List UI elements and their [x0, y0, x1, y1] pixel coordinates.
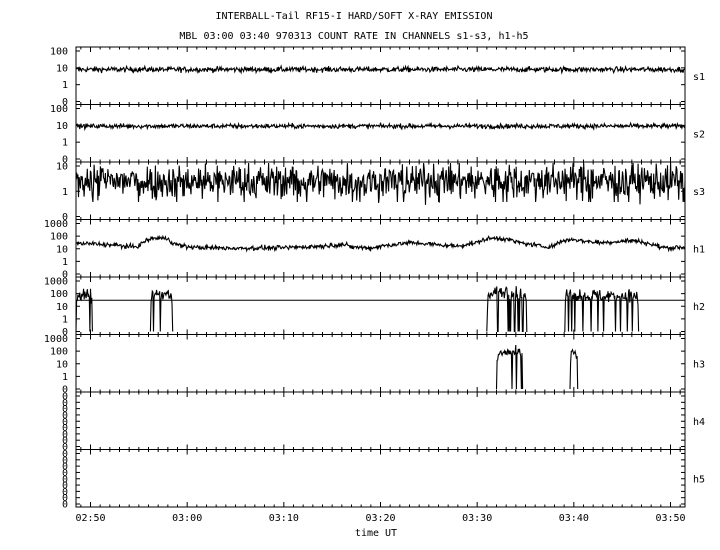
y-tick-label: 0 [62, 155, 68, 166]
y-tick-label: 0 [62, 468, 68, 479]
y-tick-label: 0 [62, 410, 68, 421]
x-tick-label: 03:30 [462, 513, 492, 524]
channel-label-h2: h2 [693, 302, 705, 313]
panel-frame [75, 276, 686, 335]
y-tick-label: 0 [62, 481, 68, 492]
series-h2-line [564, 289, 640, 333]
y-tick-label: 0 [62, 487, 68, 498]
panel-frame [75, 449, 686, 508]
x-tick-label: 03:00 [172, 513, 202, 524]
y-tick-label: 0 [62, 97, 68, 108]
y-tick-label: 0 [62, 449, 68, 460]
y-tick-label: 10 [56, 244, 68, 255]
y-tick-label: 1000 [44, 219, 68, 230]
y-tick-label: 100 [50, 347, 68, 358]
y-tick-label: 1 [62, 138, 68, 149]
x-axis-labels: 02:50 03:00 03:10 03:20 03:30 03:40 03:50 [75, 513, 685, 524]
channel-label-h5: h5 [693, 474, 705, 485]
series-s1-line [75, 64, 686, 75]
series-h2-line [75, 288, 93, 332]
y-tick-label: 0 [62, 270, 68, 281]
x-tick-label: 03:50 [655, 513, 685, 524]
y-tick-label: 10 [56, 63, 68, 74]
channel-label-h4: h4 [693, 417, 705, 428]
y-tick-label: 1 [62, 257, 68, 268]
y-tick-label: 0 [62, 398, 68, 409]
x-tick-label: 02:50 [75, 513, 105, 524]
chart-subtitle: MBL 03:00 03:40 970313 COUNT RATE IN CHA… [179, 31, 528, 42]
y-tick-label: 0 [62, 423, 68, 434]
y-tick-label: 0 [62, 436, 68, 447]
y-tick-label: 10 [56, 302, 68, 313]
y-tick-label: 0 [62, 404, 68, 415]
series-h3-line [569, 348, 579, 390]
panel-frame [75, 104, 686, 163]
y-tick-label: 0 [62, 417, 68, 428]
channel-label-s1: s1 [693, 72, 705, 83]
series-h2-line [149, 289, 174, 332]
y-tick-label: 1 [62, 187, 68, 198]
y-tick-label: 100 [50, 47, 68, 58]
y-tick-label: 0 [62, 327, 68, 338]
x-tick-label: 03:10 [269, 513, 299, 524]
y-tick-label: 0 [62, 500, 68, 511]
series-h1-line [75, 234, 686, 253]
y-tick-label: 1 [62, 80, 68, 91]
y-tick-label: 0 [62, 385, 68, 396]
y-tick-label: 1 [62, 372, 68, 383]
series-s2-line [75, 121, 686, 132]
y-tick-label: 0 [62, 212, 68, 223]
series-s3-line [75, 162, 686, 205]
y-tick-label: 100 [50, 232, 68, 243]
x-tick-label: 03:20 [365, 513, 395, 524]
y-tick-label: 0 [62, 474, 68, 485]
panel-frame [75, 391, 686, 450]
series-h3-line [495, 344, 524, 390]
channel-label-s3: s3 [693, 187, 705, 198]
y-tick-label: 100 [50, 289, 68, 300]
channel-label-s2: s2 [693, 129, 705, 140]
y-tick-label: 10 [56, 359, 68, 370]
y-tick-label: 0 [62, 392, 68, 403]
y-tick-label: 0 [62, 462, 68, 473]
panels-group: 1001010s11001010s21010s310001001010h1100… [44, 46, 705, 511]
y-tick-label: 1000 [44, 334, 68, 345]
y-tick-label: 0 [62, 429, 68, 440]
x-tick-label: 03:40 [559, 513, 589, 524]
y-tick-label: 10 [56, 162, 68, 173]
y-tick-label: 0 [62, 442, 68, 453]
channel-label-h1: h1 [693, 244, 705, 255]
panel-frame [75, 46, 686, 105]
channel-label-h3: h3 [693, 359, 705, 370]
y-tick-label: 0 [62, 455, 68, 466]
y-tick-label: 10 [56, 121, 68, 132]
y-tick-label: 1000 [44, 277, 68, 288]
panel-frame [75, 334, 686, 393]
chart-title: INTERBALL-Tail RF15-I HARD/SOFT X-RAY EM… [216, 11, 493, 22]
y-tick-label: 1 [62, 314, 68, 325]
x-axis-label: time UT [355, 528, 397, 539]
y-tick-label: 100 [50, 104, 68, 115]
y-tick-label: 0 [62, 493, 68, 504]
series-h2-line [486, 286, 528, 333]
